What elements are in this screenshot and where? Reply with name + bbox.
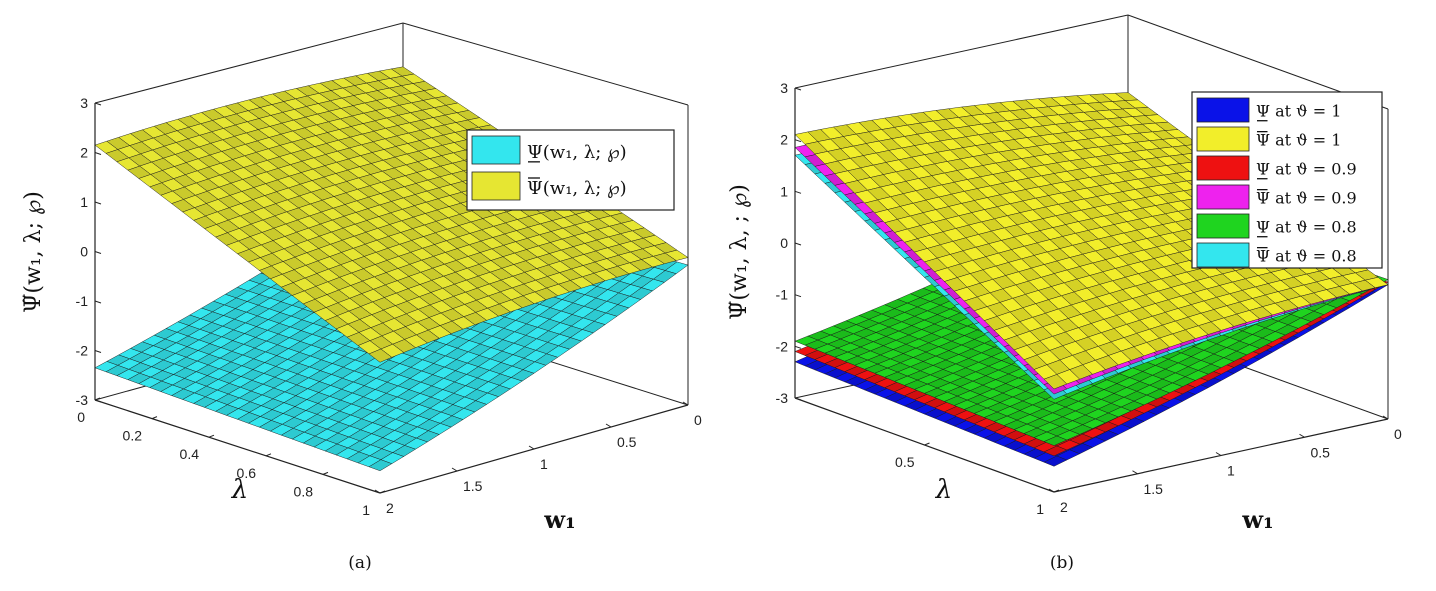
panel-a: 3210-1-2-321.510.5000.20.40.60.81Ψ̃(w₁, … <box>21 22 702 573</box>
z-tick-label: 1 <box>80 194 88 210</box>
w1-tick-label: 0 <box>694 412 702 428</box>
w1-tick-label: 2 <box>386 500 394 516</box>
z-axis-label: Ψ̃(w₁, λ; ℘) <box>21 191 46 313</box>
z-tick-label: -2 <box>76 343 89 359</box>
axis-top-back-edge <box>402 22 689 106</box>
lambda-tick <box>265 453 272 457</box>
lambda-tick-label: 0.6 <box>237 465 257 481</box>
surface-patch <box>368 348 393 363</box>
w1-tick <box>374 489 381 494</box>
z-tick-label: -1 <box>76 293 89 309</box>
w1-tick-label: 1.5 <box>463 478 483 494</box>
w1-tick <box>451 467 458 472</box>
z-tick-label: 0 <box>80 244 88 260</box>
w1-tick-label: 1 <box>540 456 548 472</box>
lambda-tick-label: 0 <box>77 409 85 425</box>
legend: Ψ(w₁, λ; ℘) Ψ(w₁, λ; ℘) <box>466 129 675 211</box>
z-tick <box>94 251 102 254</box>
legend-entry-label: Ψ(w₁, λ; ℘) <box>527 178 627 199</box>
legend-swatch <box>471 135 521 165</box>
w1-tick <box>682 401 689 406</box>
lambda-tick-label: 0.8 <box>294 483 314 499</box>
z-tick-label: -3 <box>76 392 89 408</box>
legend-swatch <box>471 171 521 201</box>
lambda-tick <box>151 416 158 420</box>
z-tick <box>94 201 102 205</box>
z-tick-label: 2 <box>80 145 88 161</box>
z-tick <box>94 399 102 403</box>
lambda-tick <box>379 490 386 494</box>
z-tick <box>94 152 102 155</box>
legend-entry-label: Ψ(w₁, λ; ℘) <box>527 142 627 163</box>
lambda-tick-label: 0.4 <box>180 446 200 462</box>
axis-top-left-edge <box>94 22 404 104</box>
lambda-tick <box>322 471 329 475</box>
panel-caption: (a) <box>348 553 371 573</box>
lambda-tick-label: 0.2 <box>123 428 143 444</box>
surface-patch <box>368 459 393 472</box>
z-tick <box>94 350 102 353</box>
lambda-tick-label: 1 <box>362 502 370 518</box>
w1-tick-label: 0.5 <box>617 434 637 450</box>
w1-axis-label: w₁ <box>543 505 575 534</box>
w1-tick <box>528 445 535 450</box>
z-tick <box>94 300 102 304</box>
axis-top-left-edge <box>794 14 1129 89</box>
z-tick <box>94 102 102 106</box>
lambda-tick <box>94 397 101 401</box>
w1-tick <box>605 423 612 428</box>
z-tick-label: 3 <box>80 95 88 111</box>
axis-lambda-edge <box>94 399 381 494</box>
lambda-tick <box>208 434 215 438</box>
lambda-axis-label: λ <box>231 475 248 505</box>
